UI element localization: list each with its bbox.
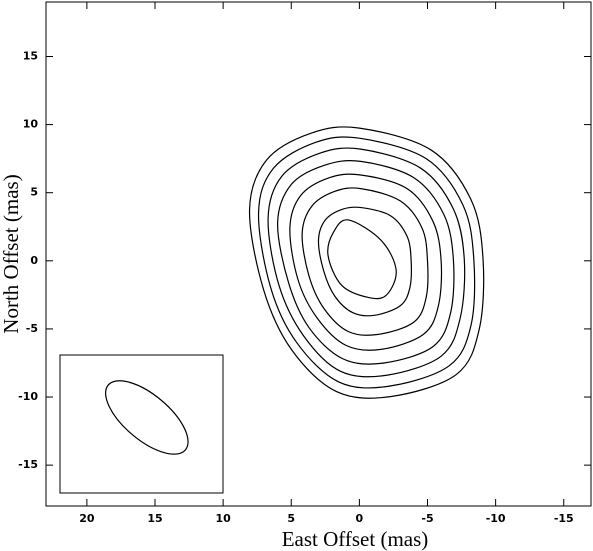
x-tick-label: 0: [356, 512, 364, 525]
beam-inset: [59, 354, 224, 494]
contour-line: [301, 187, 429, 336]
x-axis-label: East Offset (mas): [282, 527, 429, 551]
plot-frame: [45, 1, 592, 507]
x-tick-label: -10: [486, 512, 506, 525]
contour-line: [289, 173, 443, 351]
contour-line: [277, 160, 455, 365]
x-tick-label: -15: [554, 512, 574, 525]
x-tick-label: 5: [287, 512, 295, 525]
contour-line: [317, 206, 412, 317]
x-tick-label: 20: [79, 512, 95, 525]
y-tick-label: -15: [18, 458, 38, 471]
x-tick-label: -5: [421, 512, 433, 525]
y-tick-label: -10: [18, 390, 38, 403]
beam: [104, 380, 189, 455]
x-tick-label: 10: [215, 512, 231, 525]
y-tick-label: 5: [30, 186, 38, 199]
y-tick-label: 10: [23, 118, 39, 131]
y-axis-label: North Offset (mas): [0, 174, 23, 333]
y-tick-label: -5: [26, 322, 38, 335]
y-tick-label: 15: [23, 49, 38, 62]
contour-line: [267, 147, 466, 378]
y-tick-label: 0: [30, 254, 38, 267]
contour-line: [327, 219, 397, 300]
contour-line: [257, 136, 476, 389]
x-tick-label: 15: [147, 512, 162, 525]
contour-line: [248, 126, 485, 399]
